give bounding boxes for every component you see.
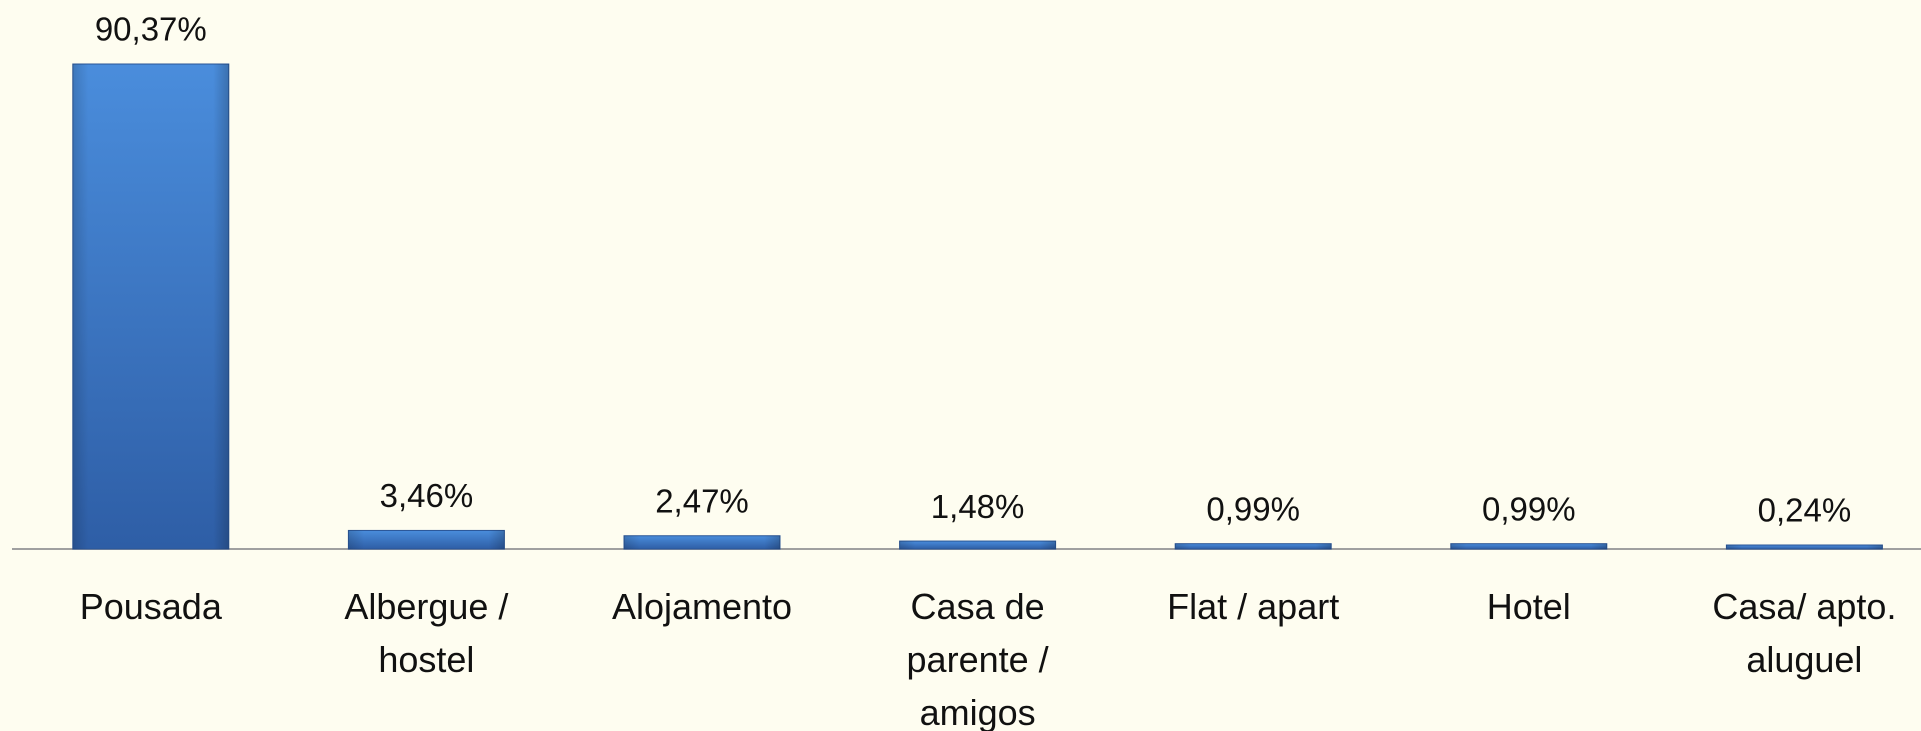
bar-shade <box>72 64 229 549</box>
bar-shade <box>1726 545 1883 549</box>
bar-shade <box>899 541 1056 549</box>
value-label: 0,24% <box>1758 492 1852 529</box>
bar-shade <box>1450 543 1607 549</box>
bar-shade <box>348 530 505 549</box>
value-label: 90,37% <box>95 11 207 48</box>
value-label: 0,99% <box>1206 490 1300 527</box>
value-label: 0,99% <box>1482 490 1576 527</box>
x-tick-label: Alojamento <box>611 586 793 627</box>
bar-shade <box>624 535 780 549</box>
value-label: 1,48% <box>931 488 1025 525</box>
x-tick-label: Albergue / hostel <box>344 586 509 680</box>
x-tick-label: Casa/ apto. aluguel <box>1712 586 1897 680</box>
value-label: 2,47% <box>655 482 749 519</box>
x-tick-label: Hotel <box>1486 586 1571 627</box>
bar-shade <box>1175 543 1332 549</box>
x-tick-label: Pousada <box>79 586 222 627</box>
value-label: 3,46% <box>380 477 474 514</box>
x-tick-label: Flat / apart <box>1167 586 1340 627</box>
x-tick-label: Casa de parente / amigos <box>906 586 1049 731</box>
